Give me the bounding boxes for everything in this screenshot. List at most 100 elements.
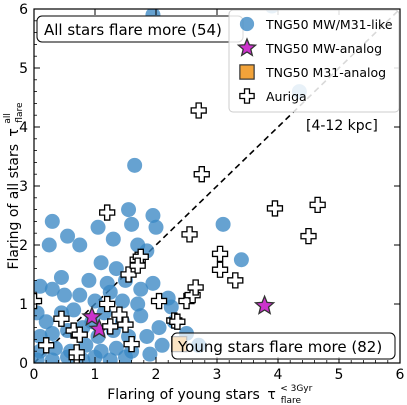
point-auriga: [71, 326, 88, 343]
y-axis-label: Flaring of all stars τ all flare: [0, 102, 25, 270]
point-tng50-mw-m31-like: [148, 219, 164, 235]
y-tick-label: 0: [19, 356, 28, 372]
point-tng50-mw-m31-like: [72, 287, 88, 303]
point-auriga: [190, 102, 207, 119]
annotation-top: All stars flare more (54): [36, 15, 244, 43]
point-tng50-mw-m31-like: [130, 296, 146, 312]
x-axis-label: Flaring of young stars τ < 3Gyr flare: [107, 379, 317, 405]
annotation-bottom-box: [171, 332, 396, 360]
point-auriga: [181, 226, 198, 243]
legend-label: TNG50 MW/M31-like: [265, 17, 393, 32]
x-axis-label-text: Flaring of young stars: [107, 387, 260, 403]
point-tng50-mw-m31-like: [215, 216, 231, 232]
legend-marker-star: [236, 37, 258, 57]
y-tick-label: 5: [19, 61, 28, 77]
point-auriga: [187, 279, 204, 296]
point-tng50-mw-m31-like: [127, 157, 143, 173]
x-tick-label: 0: [30, 367, 39, 383]
point-tng50-mw-m31-like: [44, 281, 60, 297]
y-axis-label-symbol: τ: [6, 128, 22, 136]
point-auriga: [211, 245, 229, 262]
y-axis-label-sup: all: [3, 113, 13, 124]
point-tng50-mw-m31-like: [154, 337, 170, 353]
point-tng50-mw-m31-like: [90, 219, 106, 235]
legend-marker-square: [239, 64, 255, 80]
legend: TNG50 MW/M31-like TNG50 MW-analog TNG50 M3…: [228, 9, 400, 113]
point-tng50-mw-m31-like: [133, 308, 149, 324]
point-auriga: [193, 166, 210, 183]
annotation-bottom-text: Young stars flare more (82): [177, 338, 382, 356]
point-tng50-mw-m31-like: [87, 349, 103, 363]
y-tick-label: 3: [19, 179, 28, 195]
point-tng50-mw-m31-like: [57, 287, 72, 303]
point-tng50-mw-m31-like: [114, 293, 130, 309]
point-tng50-mw-m31-like: [72, 237, 88, 253]
point-auriga: [211, 261, 229, 278]
point-tng50-mw-analog: [81, 305, 103, 327]
y-tick-label: 4: [19, 120, 28, 136]
point-tng50-mw-m31-like: [44, 352, 60, 363]
point-tng50-mw-m31-like: [93, 255, 109, 271]
x-axis-label-sub: flare: [281, 396, 302, 405]
point-tng50-mw-m31-like: [44, 213, 60, 229]
point-auriga: [169, 313, 186, 330]
point-tng50-mw-m31-like: [66, 302, 82, 318]
point-tng50-mw-m31-like: [145, 208, 161, 223]
point-tng50-mw-m31-like: [108, 261, 124, 277]
point-tng50-mw-m31-like: [124, 216, 140, 232]
point-auriga: [123, 335, 140, 353]
point-auriga: [300, 228, 317, 245]
point-auriga: [65, 322, 82, 339]
point-auriga: [178, 292, 195, 310]
point-auriga: [102, 318, 119, 335]
y-tick-label: 6: [19, 2, 28, 18]
x-axis-label-symbol: τ: [267, 387, 275, 403]
point-tng50-mw-m31-like: [41, 237, 57, 253]
point-auriga: [34, 292, 43, 310]
point-tng50-mw-m31-like: [145, 275, 161, 291]
y-axis-label-text: Flaring of all stars: [6, 144, 22, 270]
x-tick-label: 5: [335, 367, 344, 383]
point-tng50-mw-m31-like: [105, 231, 121, 247]
point-tng50-mw-m31-like: [163, 299, 179, 315]
point-auriga: [117, 316, 134, 333]
x-tick-label: 3: [213, 367, 222, 383]
x-tick-label: 4: [274, 367, 283, 383]
point-tng50-mw-m31-like: [233, 252, 249, 268]
point-tng50-mw-m31-like: [34, 352, 45, 363]
point-tng50-mw-m31-like: [121, 202, 137, 218]
point-tng50-mw-m31-like: [133, 281, 149, 297]
point-auriga: [38, 337, 55, 354]
legend-marker-circle: [239, 16, 255, 32]
point-auriga: [99, 204, 116, 221]
point-tng50-mw-m31-like: [87, 293, 103, 309]
point-tng50-mw-m31-like: [38, 314, 54, 330]
data-marks: [34, 9, 326, 363]
point-tng50-mw-m31-like: [81, 272, 97, 288]
point-auriga: [53, 310, 70, 327]
point-tng50-mw-m31-like: [60, 228, 76, 244]
point-tng50-mw-m31-like: [142, 346, 158, 362]
x-tick-label: 2: [152, 367, 161, 383]
y-axis-label-sub: flare: [15, 102, 25, 123]
point-auriga: [227, 272, 244, 289]
point-tng50-mw-m31-like: [102, 352, 118, 363]
point-tng50-mw-m31-like: [53, 269, 69, 285]
legend-label: Auriga: [266, 89, 307, 104]
legend-label: TNG50 M31-analog: [265, 65, 386, 80]
legend-marker-plus: [239, 88, 255, 104]
point-auriga: [150, 292, 168, 310]
y-tick-label: 2: [19, 238, 28, 254]
legend-box: [228, 9, 400, 113]
point-tng50-mw-m31-like: [151, 320, 167, 336]
point-auriga: [120, 266, 137, 283]
point-auriga: [99, 295, 116, 313]
annotation-bottom: Young stars flare more (82): [171, 332, 396, 360]
radial-range-label: [4-12 kpc]: [306, 118, 378, 134]
point-tng50-mw-m31-like: [34, 278, 48, 294]
point-tng50-mw-analog: [253, 294, 276, 315]
point-tng50-mw-m31-like: [99, 275, 115, 291]
axis-ticks: 0 1 2 3 4 5 6 0 1 2 3 4 5 6: [19, 2, 404, 383]
x-tick-label: 1: [91, 367, 100, 383]
